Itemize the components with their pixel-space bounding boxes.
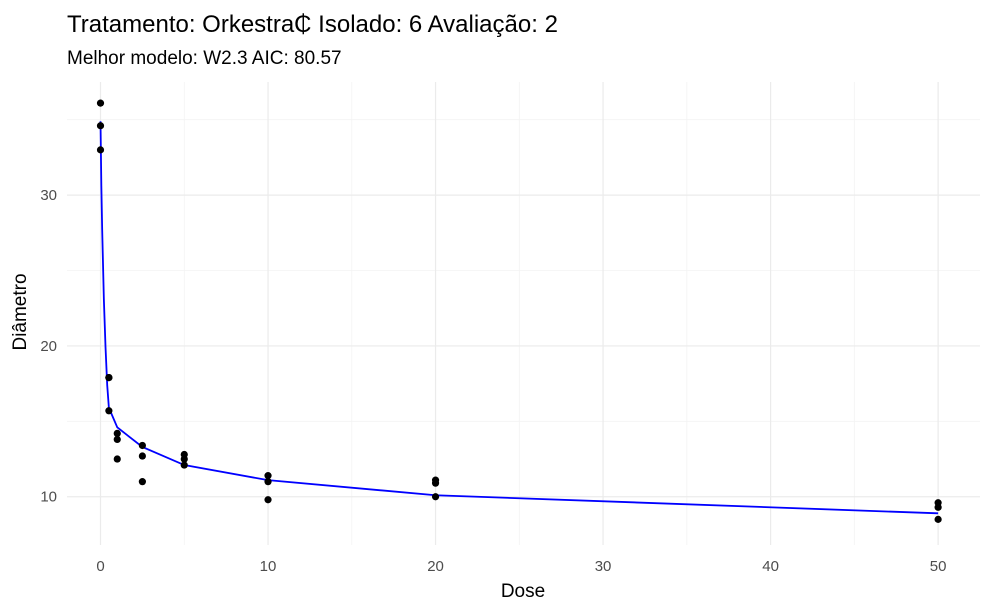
grid <box>67 82 980 545</box>
x-axis-title: Dose <box>501 581 545 602</box>
data-point <box>113 455 121 463</box>
x-tick-label: 40 <box>762 558 779 575</box>
data-point <box>180 461 188 469</box>
data-point <box>96 146 105 154</box>
y-axis-ticks: 10 20 30 <box>40 187 57 506</box>
data-point <box>96 99 105 107</box>
x-tick-label: 50 <box>930 558 947 575</box>
data-point <box>96 122 105 130</box>
data-point <box>934 515 942 523</box>
y-tick-label: 10 <box>40 489 57 506</box>
data-point <box>138 441 146 450</box>
data-point <box>264 496 272 504</box>
data-point <box>264 472 272 480</box>
chart-title: Tratamento: Orkestra₵ Isolado: 6 Avaliaç… <box>67 11 558 38</box>
data-point <box>431 479 440 487</box>
x-tick-label: 10 <box>260 558 277 575</box>
data-point <box>138 452 146 460</box>
x-tick-label: 20 <box>427 558 444 575</box>
points-layer <box>96 99 942 523</box>
data-point <box>113 429 121 437</box>
x-tick-label: 0 <box>96 558 104 575</box>
data-point <box>264 478 272 486</box>
x-tick-label: 30 <box>595 558 612 575</box>
data-point <box>934 503 942 511</box>
data-point <box>138 478 146 486</box>
x-axis-ticks: 0 10 20 30 40 50 <box>96 558 946 575</box>
y-tick-label: 20 <box>40 338 57 355</box>
data-point <box>113 435 121 444</box>
data-point <box>180 455 188 463</box>
chart-subtitle: Melhor modelo: W2.3 AIC: 80.57 <box>67 48 342 69</box>
y-axis-title: Diâmetro <box>10 273 31 350</box>
data-point <box>431 493 440 501</box>
data-point <box>105 373 113 382</box>
y-tick-label: 30 <box>40 187 57 204</box>
data-point <box>105 407 113 415</box>
